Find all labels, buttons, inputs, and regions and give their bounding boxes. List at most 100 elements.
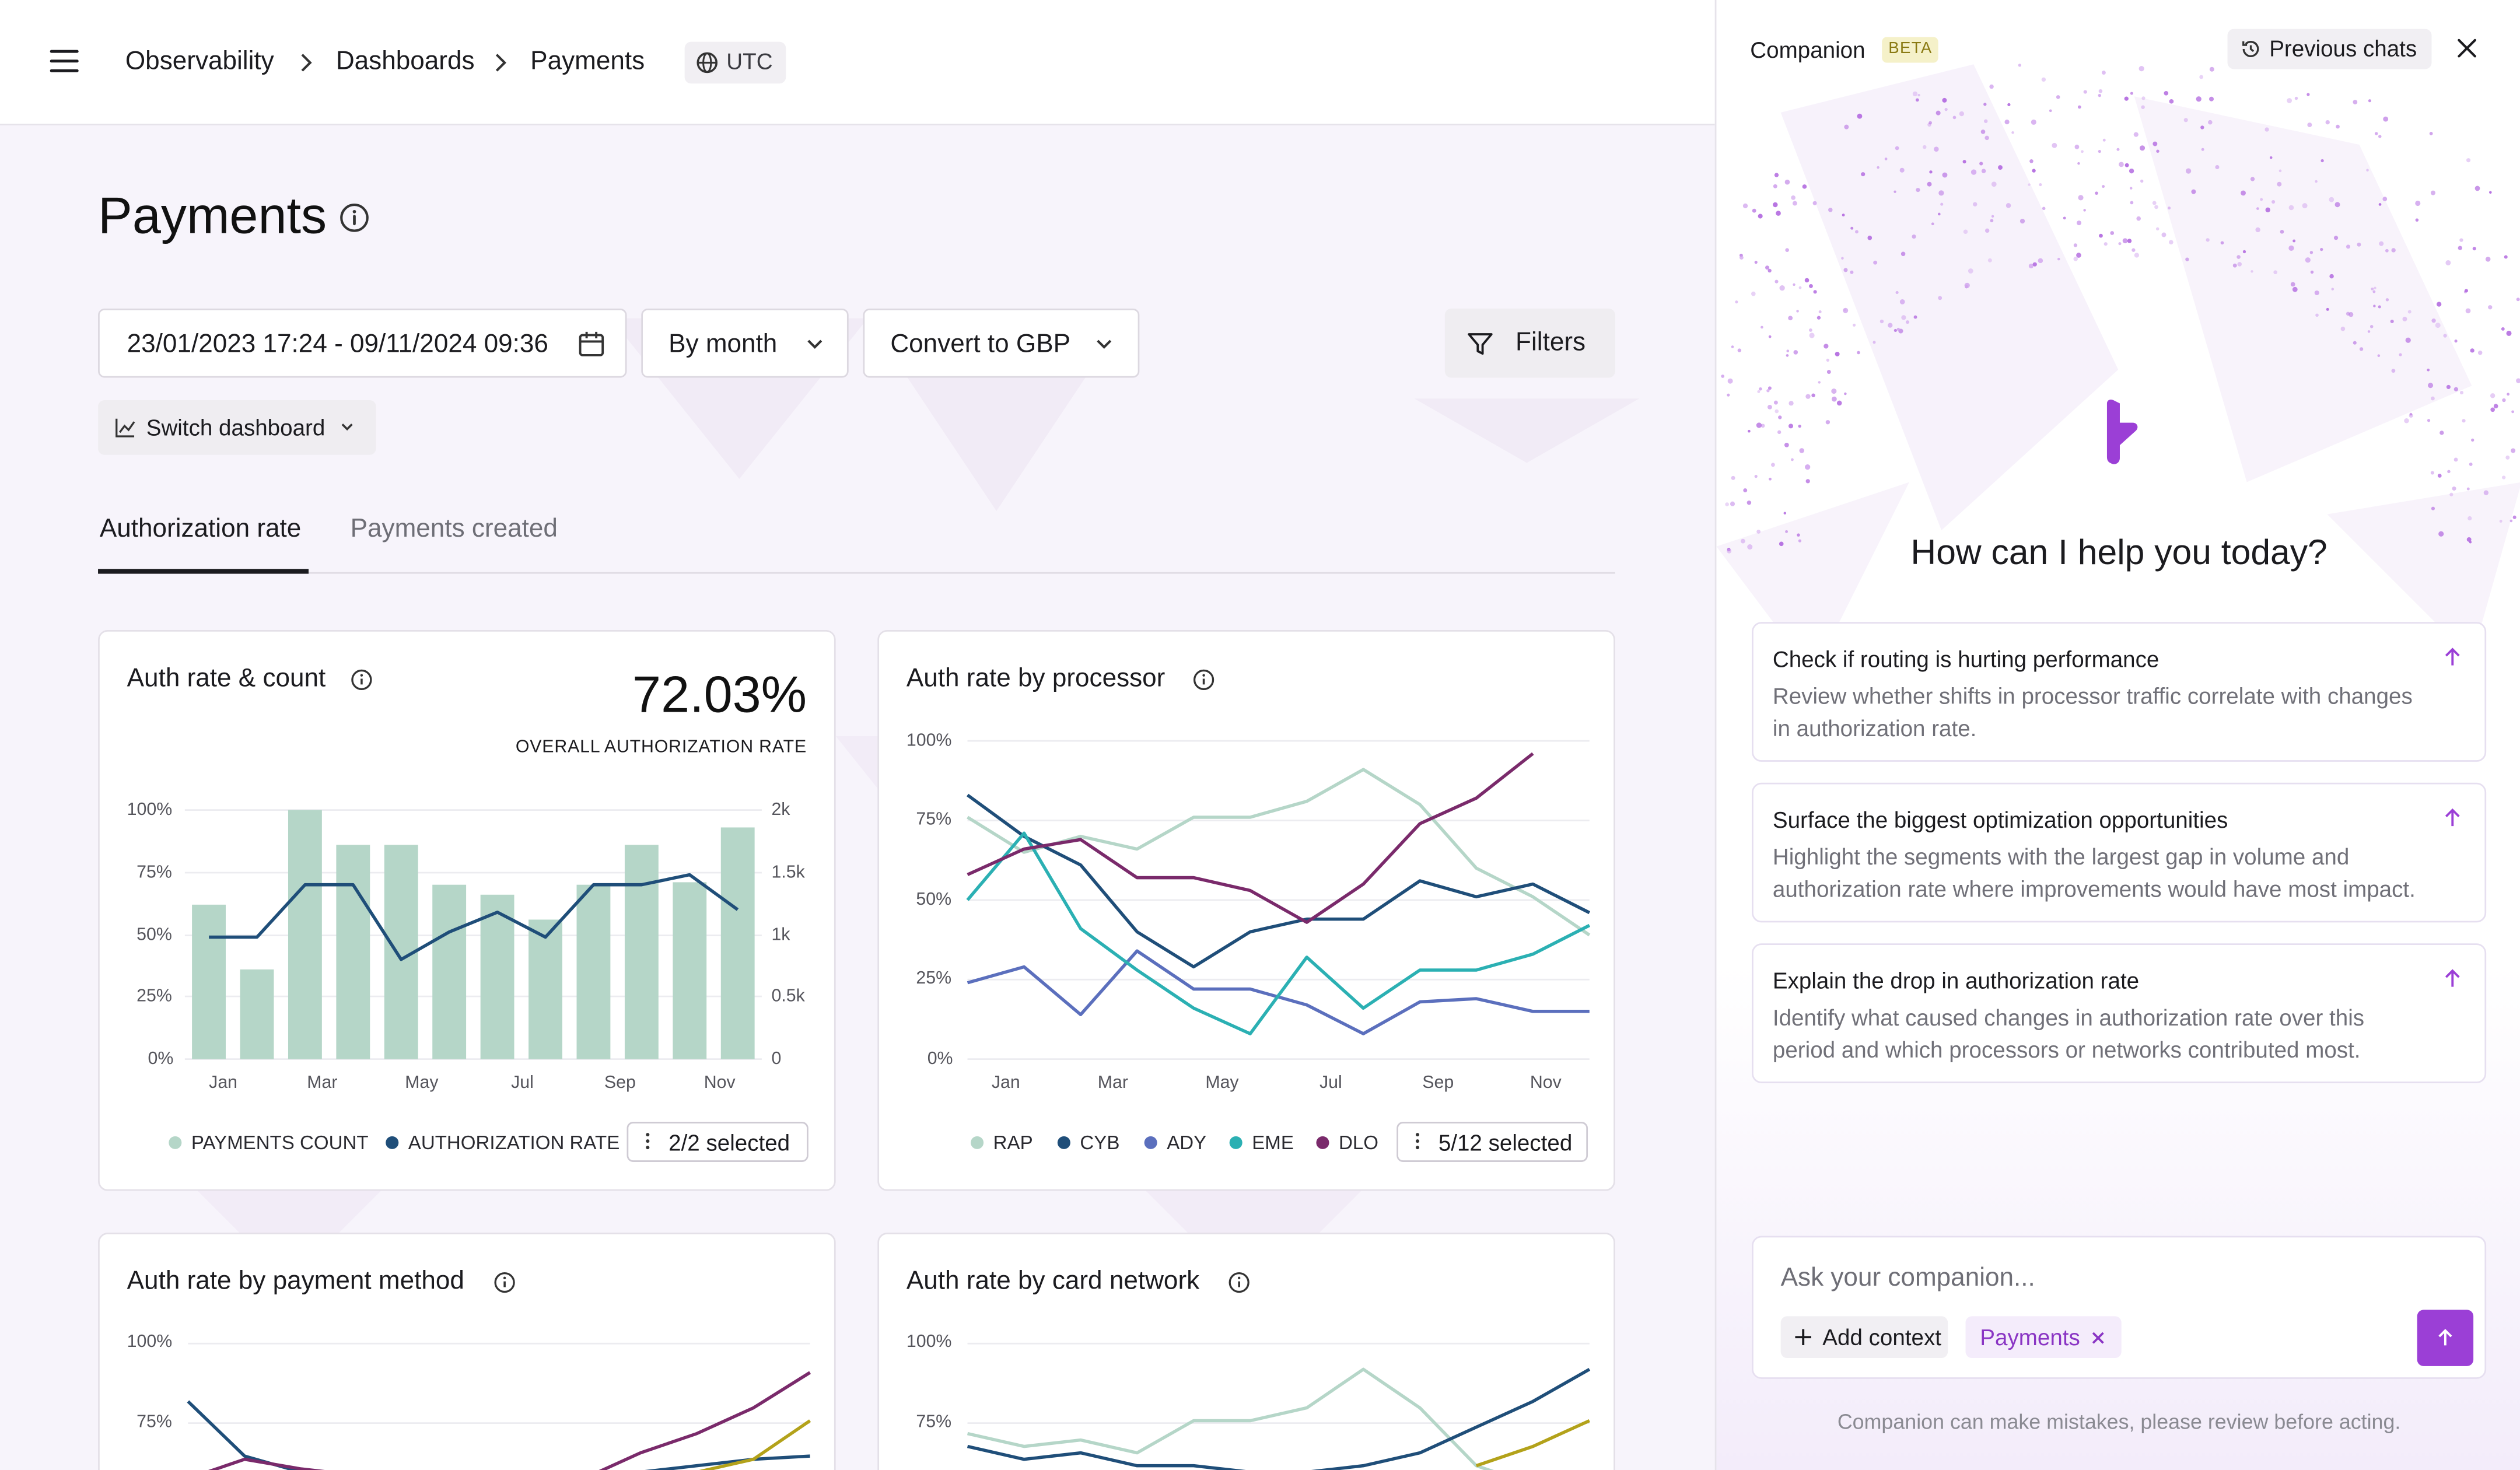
decorative-dot [2152, 141, 2158, 146]
decorative-dot [2367, 330, 2371, 333]
decorative-dot [2469, 541, 2472, 544]
suggestion-card[interactable]: Explain the drop in authorization rate I… [1752, 943, 2487, 1083]
info-icon[interactable] [1228, 1271, 1251, 1294]
group-by-select[interactable]: By month [641, 308, 849, 378]
decorative-dot [1991, 181, 1997, 187]
remove-context-icon[interactable] [2091, 1331, 2105, 1345]
companion-panel: Companion BETA Previous chats How can I … [1714, 0, 2520, 1470]
legend-label: AUTHORIZATION RATE [408, 1131, 620, 1154]
info-icon[interactable] [339, 202, 369, 233]
decorative-dot [1980, 130, 1986, 134]
filters-button[interactable]: Filters [1444, 308, 1615, 378]
add-context-button[interactable]: Add context [1780, 1316, 1948, 1359]
legend-rap[interactable]: RAP [971, 1132, 1033, 1154]
breadcrumb-observability[interactable]: Observability [125, 48, 274, 76]
decorative-dot [2006, 203, 2011, 208]
decorative-dot [2383, 116, 2389, 122]
info-icon[interactable] [1192, 668, 1215, 691]
decorative-dot [1944, 107, 1948, 111]
info-icon[interactable] [494, 1271, 516, 1294]
switch-dashboard-button[interactable]: Switch dashboard [98, 400, 376, 455]
decorative-dot [2241, 190, 2246, 196]
decorative-dot [1818, 381, 1821, 384]
suggestion-card[interactable]: Surface the biggest optimization opportu… [1752, 782, 2487, 923]
decorative-dot [2506, 330, 2512, 336]
auth-rate-count-chart [184, 809, 762, 1060]
legend-dlo[interactable]: DLO [1316, 1132, 1378, 1154]
decorative-dot [2353, 341, 2357, 345]
series-select-button[interactable]: 5/12 selected [1396, 1122, 1588, 1162]
line-eme [966, 831, 1591, 1035]
decorative-dot [2357, 242, 2361, 247]
decorative-dot [2269, 156, 2273, 159]
breadcrumb-dashboards[interactable]: Dashboards [335, 48, 475, 76]
decorative-dot [1979, 162, 1983, 166]
timezone-chip[interactable]: UTC [684, 41, 786, 84]
decorative-dot [2099, 233, 2103, 238]
decorative-dot [2466, 487, 2470, 491]
legend-cyb[interactable]: CYB [1057, 1132, 1119, 1154]
series-select-button[interactable]: 2/2 selected [626, 1122, 808, 1162]
decorative-dot [2078, 195, 2084, 201]
decorative-dot [1791, 195, 1796, 200]
decorative-dot [2028, 263, 2034, 269]
decorative-dot [1773, 184, 1777, 188]
decorative-dot [2333, 236, 2339, 240]
decorative-dot [1843, 268, 1848, 272]
decorative-dot [1798, 286, 1802, 289]
decorative-dot [2098, 93, 2101, 97]
line-authorization-rate [209, 873, 739, 961]
previous-chats-button[interactable]: Previous chats [2227, 29, 2432, 69]
decorative-dot [2154, 205, 2158, 209]
suggestion-title: Explain the drop in authorization rate [1772, 967, 2140, 993]
y-tick-label: 0% [927, 1049, 953, 1069]
bar-payments-count [336, 845, 370, 1059]
currency-select[interactable]: Convert to GBP [863, 308, 1140, 378]
tab-authorization-rate[interactable]: Authorization rate [99, 516, 302, 544]
decorative-dot [2310, 270, 2314, 274]
tab-payments-created[interactable]: Payments created [350, 516, 558, 544]
decorative-dot [1983, 103, 1987, 106]
chat-input[interactable]: Ask your companion... [1780, 1265, 2035, 1293]
info-icon[interactable] [351, 668, 373, 691]
date-range-picker[interactable]: 23/01/2023 17:24 - 09/11/2024 09:36 [98, 308, 627, 378]
decorative-dot [2431, 506, 2435, 510]
decorative-dot [2437, 474, 2442, 478]
send-button[interactable] [2417, 1310, 2474, 1366]
series-selected-count: 5/12 selected [1438, 1129, 1573, 1156]
legend-eme[interactable]: EME [1229, 1132, 1294, 1154]
line-rap [967, 1367, 1494, 1470]
hamburger-menu-icon[interactable] [45, 42, 83, 80]
decorative-dot [2501, 327, 2505, 331]
decorative-dot [1731, 475, 1735, 480]
decorative-dot [1968, 268, 1973, 274]
decorative-dot [1937, 212, 1941, 216]
decorative-dot [2385, 298, 2389, 302]
greeting-heading: How can I help you today? [1910, 531, 2328, 572]
legend-payments-count[interactable]: PAYMENTS COUNT [169, 1132, 369, 1154]
decorative-dot [2038, 258, 2043, 264]
decorative-dot [2430, 471, 2434, 475]
globe-icon [696, 52, 718, 74]
decorative-dot [2405, 337, 2411, 343]
decorative-dot [2470, 348, 2474, 353]
auth-rate-processor-chart [966, 740, 1591, 1060]
legend-authorization-rate[interactable]: AUTHORIZATION RATE [386, 1132, 620, 1154]
decorative-dot [2516, 378, 2520, 383]
legend-ady[interactable]: ADY [1144, 1132, 1206, 1154]
close-icon[interactable] [2454, 36, 2480, 61]
decorative-dot [2278, 169, 2282, 173]
decorative-dot [2183, 118, 2188, 123]
x-tick-label: May [405, 1073, 439, 1093]
decorative-dot [1757, 390, 1760, 393]
decorative-dot [2220, 241, 2224, 245]
decorative-dot [2077, 105, 2081, 109]
legend-dot [1057, 1136, 1070, 1149]
decorative-dot [2477, 350, 2483, 355]
decorative-dot [1788, 401, 1794, 406]
decorative-dot [2314, 290, 2319, 296]
breadcrumb-payments[interactable]: Payments [530, 48, 645, 76]
decorative-dot [2435, 323, 2441, 328]
suggestion-card[interactable]: Check if routing is hurting performance … [1752, 622, 2487, 762]
decorative-dot [1812, 201, 1817, 205]
